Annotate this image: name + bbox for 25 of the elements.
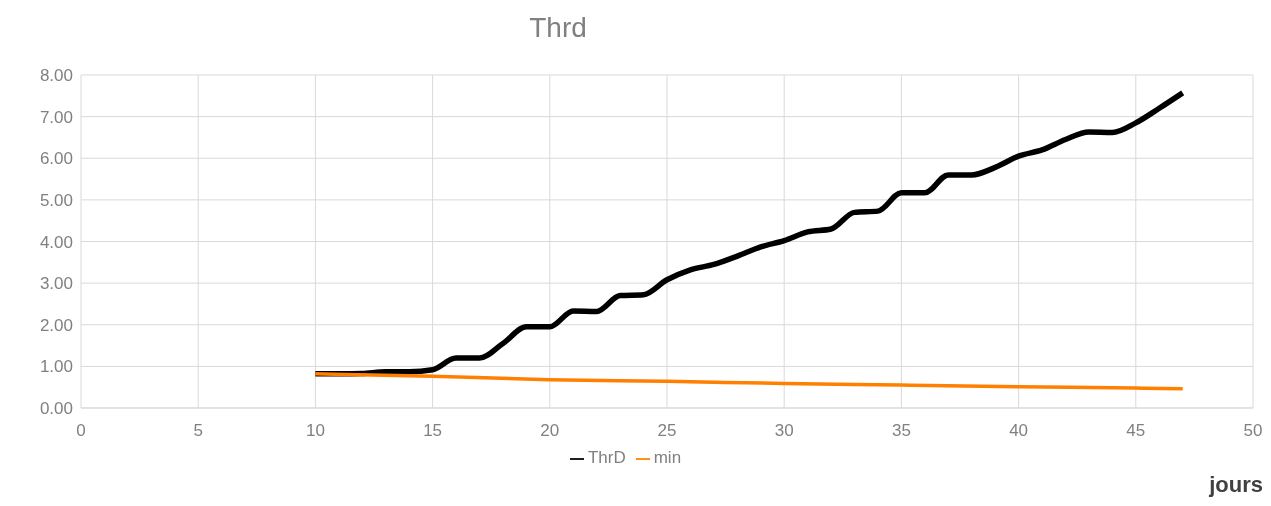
y-tick-label: 0.00 bbox=[39, 399, 73, 419]
x-tick-label: 30 bbox=[774, 421, 794, 441]
x-tick-label: 20 bbox=[540, 421, 560, 441]
line-series bbox=[313, 372, 1185, 391]
legend-label: min bbox=[653, 448, 682, 467]
chart-title: Thrd bbox=[528, 12, 588, 44]
y-tick-label: 1.00 bbox=[39, 357, 73, 377]
x-tick-label: 50 bbox=[1243, 421, 1263, 441]
x-tick-label: 25 bbox=[657, 421, 677, 441]
y-tick-label: 8.00 bbox=[39, 66, 73, 86]
y-tick-label: 4.00 bbox=[39, 232, 73, 252]
x-tick-label: 45 bbox=[1126, 421, 1146, 441]
x-tick-label: 15 bbox=[423, 421, 443, 441]
y-tick-label: 7.00 bbox=[39, 107, 73, 127]
legend-label: ThrD bbox=[587, 448, 626, 467]
y-tick-label: 5.00 bbox=[39, 190, 73, 210]
x-axis-title: jours bbox=[1209, 472, 1263, 498]
x-tick-label: 40 bbox=[1009, 421, 1029, 441]
y-tick-label: 6.00 bbox=[39, 149, 73, 169]
x-tick-label: 35 bbox=[891, 421, 911, 441]
y-tick-label: 2.00 bbox=[39, 315, 73, 335]
y-tick-label: 3.00 bbox=[39, 274, 73, 294]
x-tick-label: 0 bbox=[76, 421, 86, 441]
x-tick-label: 10 bbox=[305, 421, 325, 441]
x-tick-label: 5 bbox=[193, 421, 203, 441]
